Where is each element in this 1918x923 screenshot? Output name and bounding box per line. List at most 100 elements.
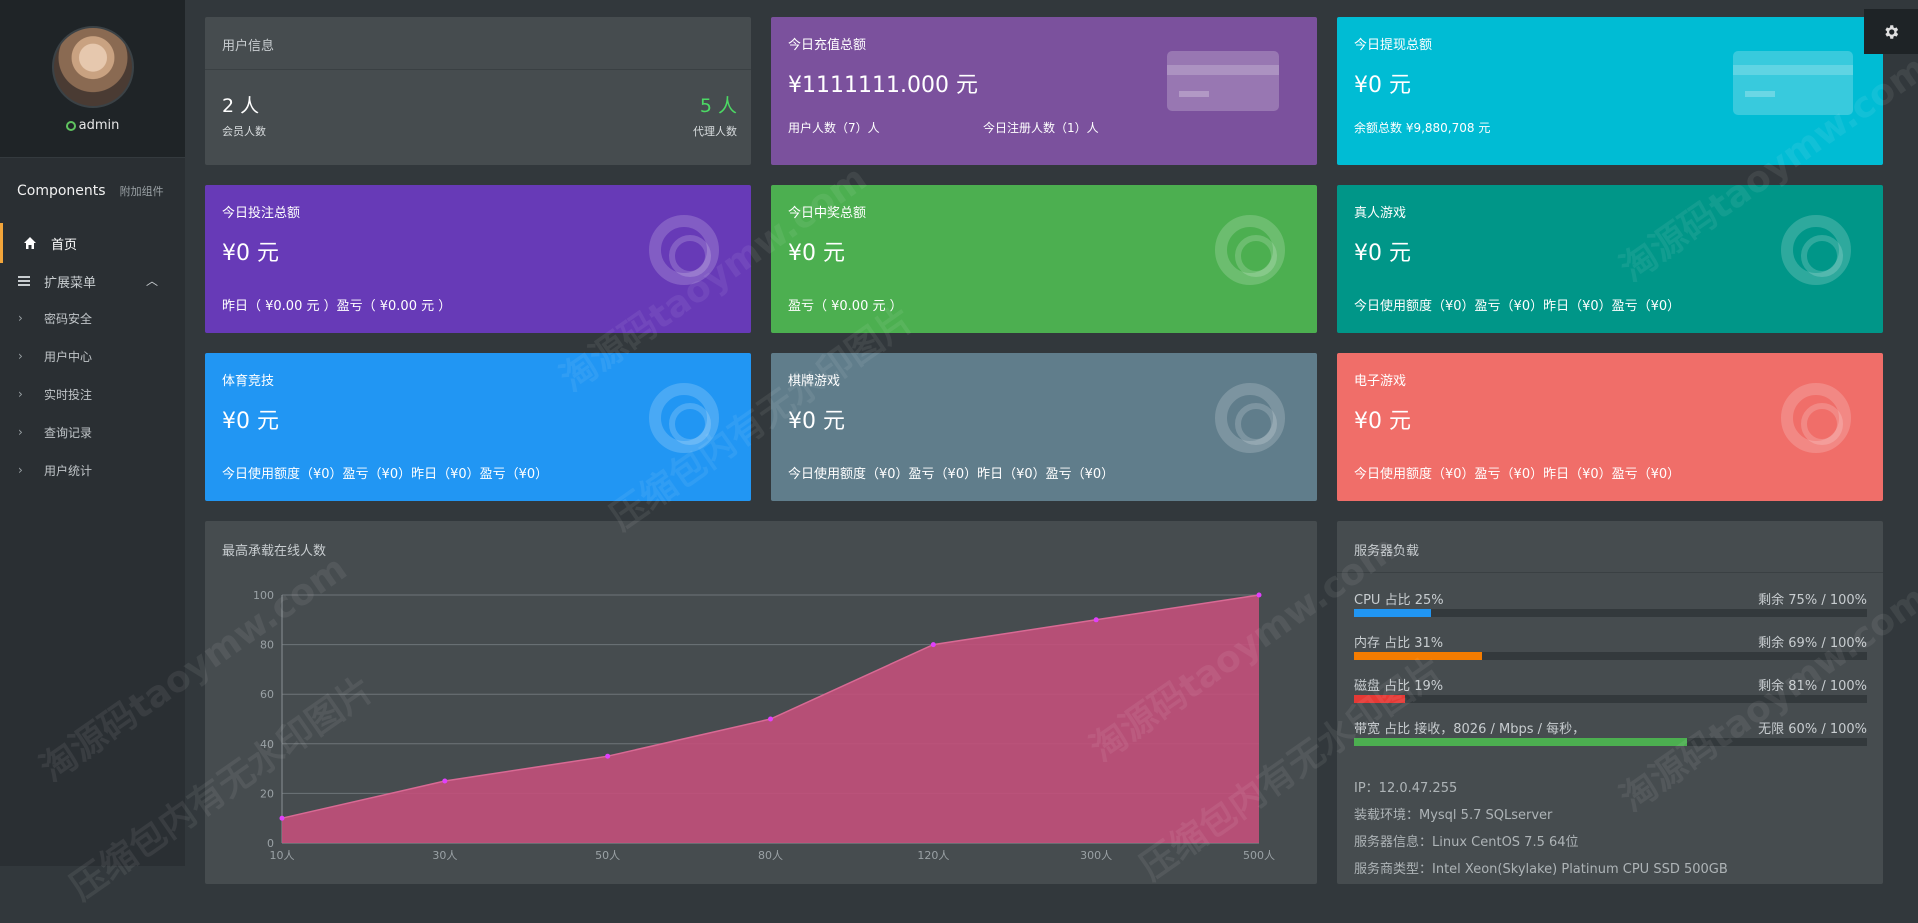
progress-track: [1354, 738, 1867, 746]
withdraw-card: 今日提现总额 ¥0 元 余额总数 ¥9,880,708 元: [1337, 17, 1883, 165]
sidebar-item-label: 用户统计: [44, 463, 93, 478]
card-footer: 昨日（ ¥0.00 元 ）盈亏（ ¥0.00 元 ）: [222, 299, 452, 314]
chevron-right-icon: ›: [18, 425, 23, 439]
avatar[interactable]: [51, 26, 134, 108]
chevron-right-icon: ›: [18, 349, 23, 363]
panel-title: 服务器负载: [1354, 544, 1420, 559]
lifebuoy-icon: [1781, 215, 1851, 285]
sidebar-nav: 首页 扩展菜单 ︿ › 密码安全 › 用户中心 › 实时投注 › 查询记录 › …: [0, 223, 185, 489]
online-status-icon: [65, 120, 76, 131]
server-os: 服务器信息：Linux CentOS 7.5 64位: [1354, 835, 1579, 850]
card-title: 今日投注总额: [222, 206, 301, 221]
bar-label: 内存 占比 31%: [1354, 636, 1444, 651]
card-footer: 今日使用额度（¥0）盈亏（¥0）昨日（¥0）盈亏（¥0）: [1354, 299, 1681, 314]
e-games-card: 电子游戏 ¥0 元 今日使用额度（¥0）盈亏（¥0）昨日（¥0）盈亏（¥0）: [1337, 353, 1883, 501]
card-title: 真人游戏: [1354, 206, 1407, 221]
panel-title: 用户信息: [222, 39, 275, 54]
sidebar-item-user-stats[interactable]: › 用户统计: [0, 451, 185, 489]
y-tick-label: 80: [260, 639, 274, 652]
card-amount: ¥0 元: [1354, 409, 1411, 434]
x-tick-label: 50人: [595, 849, 620, 862]
sidebar-item-extended-menu[interactable]: 扩展菜单 ︿: [0, 263, 185, 299]
card-title: 电子游戏: [1354, 374, 1407, 389]
components-title: Components: [17, 182, 106, 199]
y-tick-label: 20: [260, 787, 274, 800]
server-load-panel: 服务器负载 CPU 占比 25% 剩余 75% / 100% 内存 占比 31%…: [1337, 521, 1883, 884]
card-footer: 今日使用额度（¥0）盈亏（¥0）昨日（¥0）盈亏（¥0）: [222, 467, 549, 482]
data-point: [930, 642, 936, 648]
lifebuoy-icon: [1215, 383, 1285, 453]
progress-fill: [1354, 652, 1483, 660]
sidebar-item-label: 首页: [51, 237, 78, 253]
divider: [1337, 572, 1883, 573]
card-title: 今日充值总额: [788, 38, 867, 53]
live-games-card: 真人游戏 ¥0 元 今日使用额度（¥0）盈亏（¥0）昨日（¥0）盈亏（¥0）: [1337, 185, 1883, 333]
agent-label: 代理人数: [693, 125, 737, 138]
chevron-up-icon: ︿: [146, 274, 159, 288]
agent-count: 5 人: [699, 95, 737, 117]
bar-remaining: 剩余 69% / 100%: [1758, 636, 1867, 651]
recharge-registered: 今日注册人数（1）人: [983, 121, 1099, 135]
x-tick-label: 500人: [1243, 849, 1275, 862]
gear-icon: [1885, 24, 1899, 39]
x-tick-label: 300人: [1080, 849, 1112, 862]
lifebuoy-icon: [649, 383, 719, 453]
balance-total: 余额总数 ¥9,880,708 元: [1354, 121, 1491, 135]
progress-fill: [1354, 609, 1431, 617]
lifebuoy-icon: [1215, 215, 1285, 285]
data-point: [1256, 592, 1262, 598]
components-header: Components 附加组件: [0, 157, 185, 223]
credit-card-icon: [1167, 51, 1279, 111]
win-total-card: 今日中奖总额 ¥0 元 盈亏（ ¥0.00 元 ）: [771, 185, 1317, 333]
x-tick-label: 80人: [758, 849, 783, 862]
recharge-card: 今日充值总额 ¥1111111.000 元 用户人数（7）人 今日注册人数（1）…: [771, 17, 1317, 165]
card-title: 棋牌游戏: [788, 374, 841, 389]
sidebar-item-user-center[interactable]: › 用户中心: [0, 337, 185, 375]
y-tick-label: 60: [260, 688, 274, 701]
member-count: 2 人: [222, 95, 260, 117]
data-point: [279, 815, 285, 821]
settings-button[interactable]: [1864, 9, 1918, 54]
bar-remaining: 剩余 75% / 100%: [1758, 593, 1867, 608]
y-tick-label: 100: [253, 589, 274, 602]
server-provider: 服务商类型：Intel Xeon(Skylake) Platinum CPU S…: [1354, 862, 1728, 877]
server-ip: IP：12.0.47.255: [1354, 781, 1458, 796]
data-point: [442, 778, 448, 784]
card-amount: ¥0 元: [788, 241, 845, 266]
sports-card: 体育竞技 ¥0 元 今日使用额度（¥0）盈亏（¥0）昨日（¥0）盈亏（¥0）: [205, 353, 751, 501]
card-amount: ¥0 元: [222, 409, 279, 434]
bar-remaining: 无限 60% / 100%: [1758, 722, 1867, 737]
chevron-right-icon: ›: [18, 387, 23, 401]
panel-title: 最高承载在线人数: [222, 544, 327, 559]
credit-card-icon: [1733, 51, 1853, 115]
profile-area: admin: [0, 0, 185, 157]
bar-label: 带宽 占比 接收，8026 / Mbps / 每秒，: [1354, 722, 1586, 737]
sidebar-item-live-bets[interactable]: › 实时投注: [0, 375, 185, 413]
card-title: 今日提现总额: [1354, 38, 1433, 53]
sidebar-item-password-security[interactable]: › 密码安全: [0, 299, 185, 337]
board-games-card: 棋牌游戏 ¥0 元 今日使用额度（¥0）盈亏（¥0）昨日（¥0）盈亏（¥0）: [771, 353, 1317, 501]
card-footer: 今日使用额度（¥0）盈亏（¥0）昨日（¥0）盈亏（¥0）: [788, 467, 1115, 482]
sidebar-item-query-records[interactable]: › 查询记录: [0, 413, 185, 451]
sidebar-item-label: 查询记录: [44, 425, 93, 440]
sidebar-item-home[interactable]: 首页: [0, 223, 185, 263]
card-footer: 今日使用额度（¥0）盈亏（¥0）昨日（¥0）盈亏（¥0）: [1354, 467, 1681, 482]
progress-track: [1354, 695, 1867, 703]
profile-name[interactable]: admin: [0, 118, 185, 133]
sidebar-item-label: 密码安全: [44, 311, 93, 326]
progress-fill: [1354, 738, 1688, 746]
y-tick-label: 40: [260, 738, 274, 751]
bar-remaining: 剩余 81% / 100%: [1758, 679, 1867, 694]
bet-total-card: 今日投注总额 ¥0 元 昨日（ ¥0.00 元 ）盈亏（ ¥0.00 元 ）: [205, 185, 751, 333]
recharge-users: 用户人数（7）人: [788, 121, 880, 135]
chevron-right-icon: ›: [18, 311, 23, 325]
lifebuoy-icon: [1781, 383, 1851, 453]
bar-label: CPU 占比 25%: [1354, 593, 1444, 608]
sidebar-item-label: 用户中心: [44, 349, 93, 364]
data-point: [1093, 617, 1099, 623]
data-point: [768, 716, 773, 722]
chevron-right-icon: ›: [18, 463, 23, 477]
progress-fill: [1354, 695, 1406, 703]
sidebar: admin Components 附加组件 首页 扩展菜单 ︿ › 密码安全 ›…: [0, 0, 185, 866]
divider: [205, 69, 751, 70]
